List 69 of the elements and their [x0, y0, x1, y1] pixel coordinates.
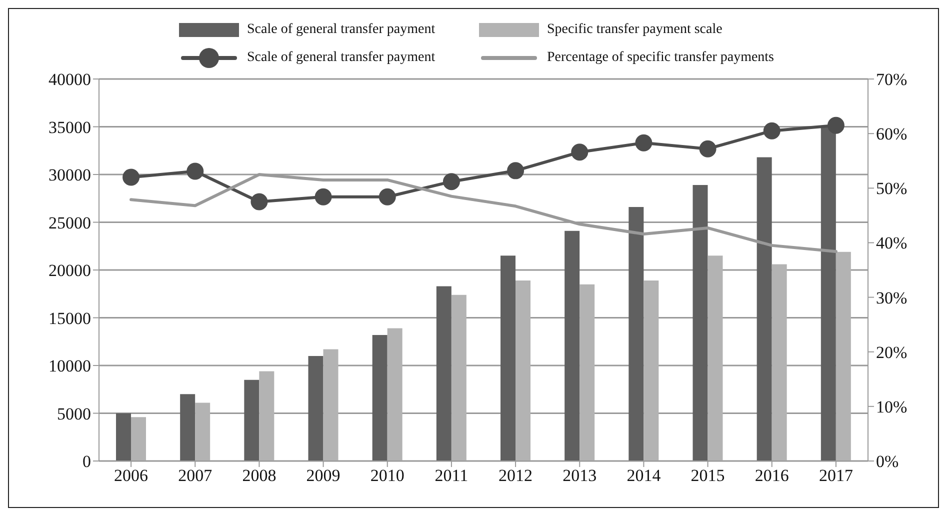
y2-tick-label: 20%: [876, 342, 908, 362]
bar: [500, 256, 516, 461]
bar: [644, 280, 659, 461]
bar: [836, 252, 851, 461]
x-tick-label: 2012: [498, 466, 533, 486]
bar: [372, 334, 388, 461]
point: [442, 173, 460, 190]
bar: [131, 417, 146, 461]
legend-label: Percentage of specific transfer payments: [547, 50, 774, 66]
point: [763, 122, 780, 140]
point: [635, 134, 652, 152]
bar: [323, 349, 338, 461]
bar: [820, 126, 836, 461]
bar: [772, 264, 787, 461]
point: [571, 144, 588, 161]
point: [314, 188, 332, 206]
point: [122, 168, 140, 186]
legend-label: Scale of general transfer payment: [247, 50, 436, 66]
point: [827, 116, 844, 134]
point: [699, 140, 716, 158]
bar: [564, 230, 580, 461]
bar: [516, 280, 530, 461]
point: [378, 188, 396, 206]
y-tick-label: 20000: [48, 261, 91, 280]
y-tick-label: 0: [82, 452, 91, 472]
y2-tick-label: 50%: [876, 179, 908, 198]
x-tick-label: 2007: [178, 466, 213, 486]
legend-label: Scale of general transfer payment: [247, 22, 436, 38]
point: [507, 162, 524, 180]
x-tick-label: 2015: [690, 466, 725, 486]
x-tick-label: 2013: [562, 466, 597, 486]
point: [186, 162, 204, 180]
y2-tick-label: 0%: [876, 452, 899, 472]
bar: [451, 294, 466, 461]
y2-tick-label: 10%: [876, 397, 908, 416]
bar: [259, 371, 274, 461]
y-tick-label: 15000: [48, 308, 91, 328]
y2-tick-label: 30%: [876, 288, 908, 308]
point: [250, 193, 268, 210]
x-tick-label: 2006: [114, 466, 148, 486]
bar: [116, 413, 131, 461]
bar: [708, 256, 723, 461]
x-tick-label: 2011: [434, 466, 468, 486]
y-tick-label: 30000: [48, 166, 91, 185]
y-tick-label: 5000: [57, 404, 91, 424]
bar: [195, 402, 210, 461]
x-tick-label: 2017: [818, 466, 854, 486]
bar: [244, 380, 260, 461]
x-tick-label: 2014: [626, 466, 662, 486]
bar: [628, 206, 644, 461]
legend-label: Specific transfer payment scale: [547, 22, 722, 38]
x-tick-label: 2010: [370, 466, 404, 486]
y-tick-label: 35000: [48, 118, 91, 137]
y2-tick-label: 60%: [876, 124, 908, 144]
x-tick-label: 2008: [242, 466, 276, 486]
bar: [756, 157, 772, 461]
y-tick-label: 10000: [48, 356, 91, 376]
bar: [180, 394, 196, 461]
y-tick-label: 25000: [48, 213, 91, 232]
y-tick-label: 40000: [48, 70, 91, 90]
bar: [692, 185, 708, 461]
bar: [387, 328, 402, 461]
y2-tick-label: 40%: [876, 234, 908, 253]
y2-tick-label: 70%: [876, 70, 908, 90]
x-tick-label: 2009: [306, 466, 340, 486]
x-tick-label: 2016: [754, 466, 789, 486]
bar: [436, 286, 452, 461]
bar: [580, 284, 595, 461]
bar: [308, 356, 324, 461]
